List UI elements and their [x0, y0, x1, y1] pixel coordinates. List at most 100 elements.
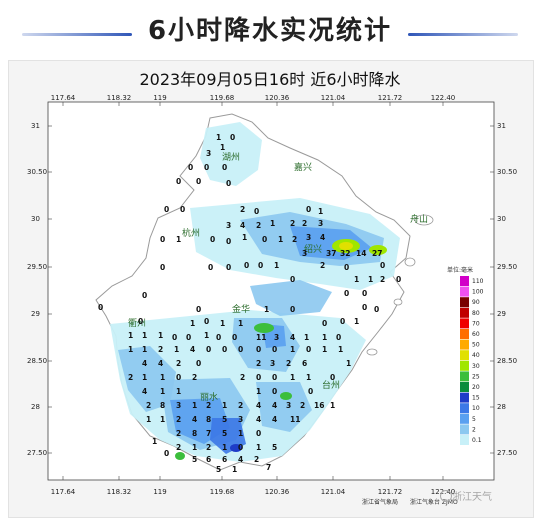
station-value: 1: [264, 305, 269, 314]
left-axis-labels: 31 30.50 30 29.50 29 28.50 28 27.50: [27, 122, 47, 457]
station-value: 2: [158, 345, 163, 354]
station-value: 0: [204, 163, 209, 172]
legend-swatch: [460, 403, 469, 414]
station-value: 2: [292, 235, 297, 244]
tick-label: 28.50: [27, 357, 47, 365]
station-value: 3: [238, 415, 243, 424]
station-value: 0: [344, 289, 349, 298]
legend-swatch: [460, 339, 469, 350]
station-value: 2: [146, 401, 151, 410]
station-value: 0: [272, 373, 277, 382]
legend-swatch: [460, 329, 469, 339]
legend-label: 5: [472, 416, 476, 423]
station-value: 6: [222, 455, 227, 464]
station-value: 2: [176, 429, 181, 438]
station-value: 0: [244, 261, 249, 270]
station-value: 4: [256, 401, 261, 410]
station-value: 1: [290, 345, 295, 354]
station-value: 32: [340, 249, 350, 258]
legend-swatches: 110 100 90 80 70 60 50 40 30 25 20 15 10 5 2 0.1: [460, 276, 484, 445]
tick-label: 30: [497, 215, 506, 223]
station-value: 0: [142, 291, 147, 300]
tick-label: 117.64: [51, 94, 76, 102]
station-value: 11: [256, 333, 266, 342]
station-value: 4: [192, 415, 197, 424]
station-value: 1: [146, 415, 151, 424]
station-value: 2: [176, 415, 181, 424]
station-value: 4: [190, 345, 195, 354]
station-value: 0: [256, 373, 261, 382]
tick-label: 121.04: [321, 94, 346, 102]
station-value: 0: [262, 235, 267, 244]
station-value: 1: [232, 465, 237, 474]
station-value: 1: [128, 345, 133, 354]
watermark-logo-icon: [440, 490, 452, 502]
station-value: 4: [272, 401, 277, 410]
legend-swatch: [460, 371, 469, 382]
title-decoration-right: [408, 33, 518, 36]
credit-left: 浙江省气象局: [362, 499, 399, 506]
tick-label: 31: [31, 122, 40, 130]
station-value: 0: [290, 275, 295, 284]
legend-label: 110: [472, 278, 484, 285]
station-value: 0: [322, 319, 327, 328]
station-value: 1: [222, 401, 227, 410]
station-value: 0: [210, 235, 215, 244]
tick-label: 29: [31, 310, 40, 318]
station-value: 0: [306, 205, 311, 214]
station-value: 6: [206, 455, 211, 464]
station-value: 0: [196, 359, 201, 368]
right-axis-labels: 31 30.50 30 29.50 29 28.50 28 27.50: [497, 122, 517, 457]
tick-label: 28: [31, 403, 40, 411]
station-value: 0: [222, 163, 227, 172]
station-value: 1: [160, 415, 165, 424]
station-value: 1: [256, 443, 261, 452]
legend-swatch: [460, 360, 469, 371]
tick-label: 121.72: [378, 488, 403, 496]
station-value: 0: [290, 305, 295, 314]
station-value: 2: [176, 359, 181, 368]
station-value: 0: [196, 305, 201, 314]
city-label-shaoxing: 绍兴: [304, 243, 322, 255]
watermark-text: 浙江天气: [452, 492, 492, 503]
station-value: 0: [256, 345, 261, 354]
station-value: 2: [290, 219, 295, 228]
station-value: 1: [220, 319, 225, 328]
title-decoration-left: [22, 33, 132, 36]
station-value: 1: [142, 373, 147, 382]
city-label-lishui: 丽水: [200, 391, 218, 403]
station-value: 1: [256, 387, 261, 396]
legend-swatch: [460, 297, 469, 308]
credit-right: 浙江气象台 ZJMO: [410, 499, 458, 506]
station-value: 0: [232, 333, 237, 342]
station-value: 2: [128, 373, 133, 382]
station-value: 0: [164, 205, 169, 214]
station-value: 0: [238, 443, 243, 452]
city-label-taizhou: 台州: [322, 379, 340, 391]
station-value: 4: [158, 359, 163, 368]
station-value: 3: [274, 333, 279, 342]
station-value: 5: [222, 429, 227, 438]
station-value: 7: [206, 429, 211, 438]
station-value: 1: [330, 401, 335, 410]
station-value: 1: [216, 133, 221, 142]
tick-label: 121.04: [321, 488, 346, 496]
station-value: 0: [272, 345, 277, 354]
station-value: 1: [368, 275, 373, 284]
tick-label: 118.32: [107, 488, 132, 496]
tick-label: 120.36: [265, 488, 290, 496]
legend-swatch: [460, 413, 469, 424]
legend-label: 60: [472, 331, 480, 338]
station-value: 0: [164, 449, 169, 458]
station-value: 1: [354, 317, 359, 326]
station-value: 4: [272, 415, 277, 424]
tick-label: 119.68: [210, 488, 235, 496]
station-value: 2: [256, 359, 261, 368]
station-value: 1: [192, 401, 197, 410]
station-value: 0: [226, 179, 231, 188]
legend-label: 20: [472, 384, 480, 391]
station-value: 3: [270, 359, 275, 368]
tick-label: 121.72: [378, 94, 403, 102]
station-value: 1: [354, 275, 359, 284]
